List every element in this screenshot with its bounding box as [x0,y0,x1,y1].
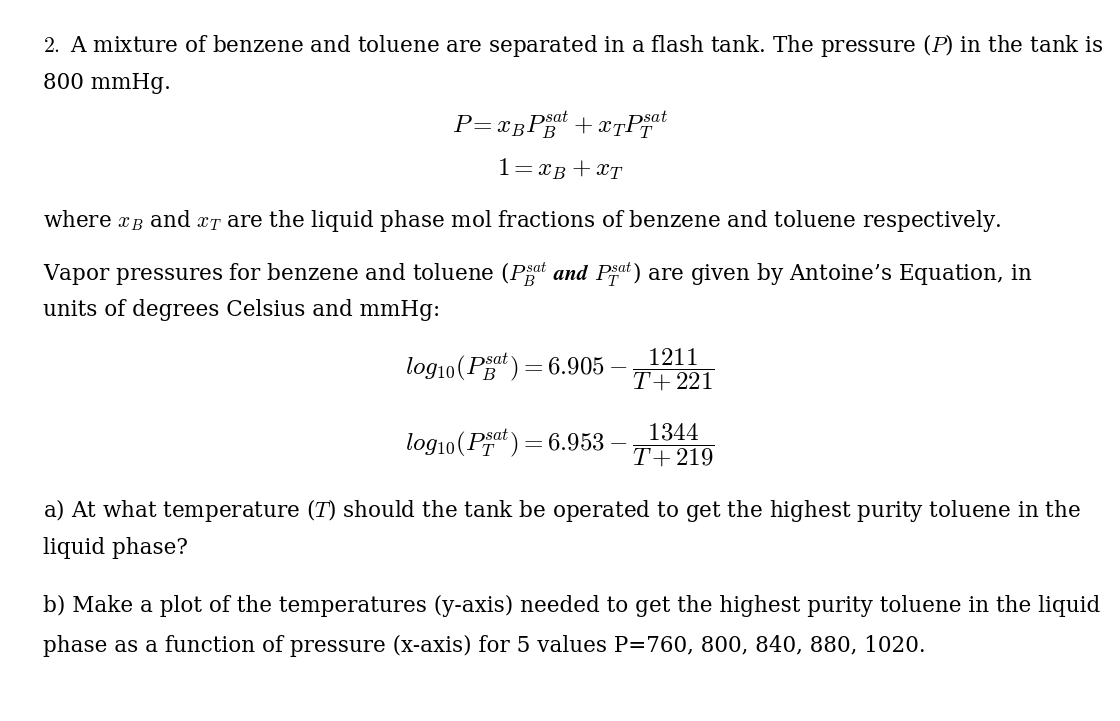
Text: Vapor pressures for benzene and toluene ($\boldsymbol{P_B^{sat}}$ $\boldsymbol{a: Vapor pressures for benzene and toluene … [43,261,1032,289]
Text: where $x_B$ and $x_T$ are the liquid phase mol fractions of benzene and toluene : where $x_B$ and $x_T$ are the liquid pha… [43,208,1000,234]
Text: $\mathit{log}_{10}(P_B^{sat}) = 6.905 - \dfrac{1211}{T + 221}$: $\mathit{log}_{10}(P_B^{sat}) = 6.905 - … [405,346,715,393]
Text: $\mathbf{2.}$ A mixture of benzene and toluene are separated in a flash tank. Th: $\mathbf{2.}$ A mixture of benzene and t… [43,32,1103,59]
Text: $\mathit{log}_{10}(P_T^{sat}) = 6.953 - \dfrac{1344}{T + 219}$: $\mathit{log}_{10}(P_T^{sat}) = 6.953 - … [405,422,715,469]
Text: phase as a function of pressure (x-axis) for 5 values P=760, 800, 840, 880, 1020: phase as a function of pressure (x-axis)… [43,634,925,657]
Text: b) Make a plot of the temperatures (y-axis) needed to get the highest purity tol: b) Make a plot of the temperatures (y-ax… [43,595,1100,617]
Text: units of degrees Celsius and mmHg:: units of degrees Celsius and mmHg: [43,299,440,322]
Text: a) At what temperature ($\mathit{T}$) should the tank be operated to get the hig: a) At what temperature ($\mathit{T}$) sh… [43,497,1081,524]
Text: 800 mmHg.: 800 mmHg. [43,72,170,94]
Text: $P = x_B P_B^{sat} + x_T P_T^{sat}$: $P = x_B P_B^{sat} + x_T P_T^{sat}$ [452,110,668,141]
Text: $1 = x_B + x_T$: $1 = x_B + x_T$ [496,157,624,182]
Text: liquid phase?: liquid phase? [43,537,187,559]
